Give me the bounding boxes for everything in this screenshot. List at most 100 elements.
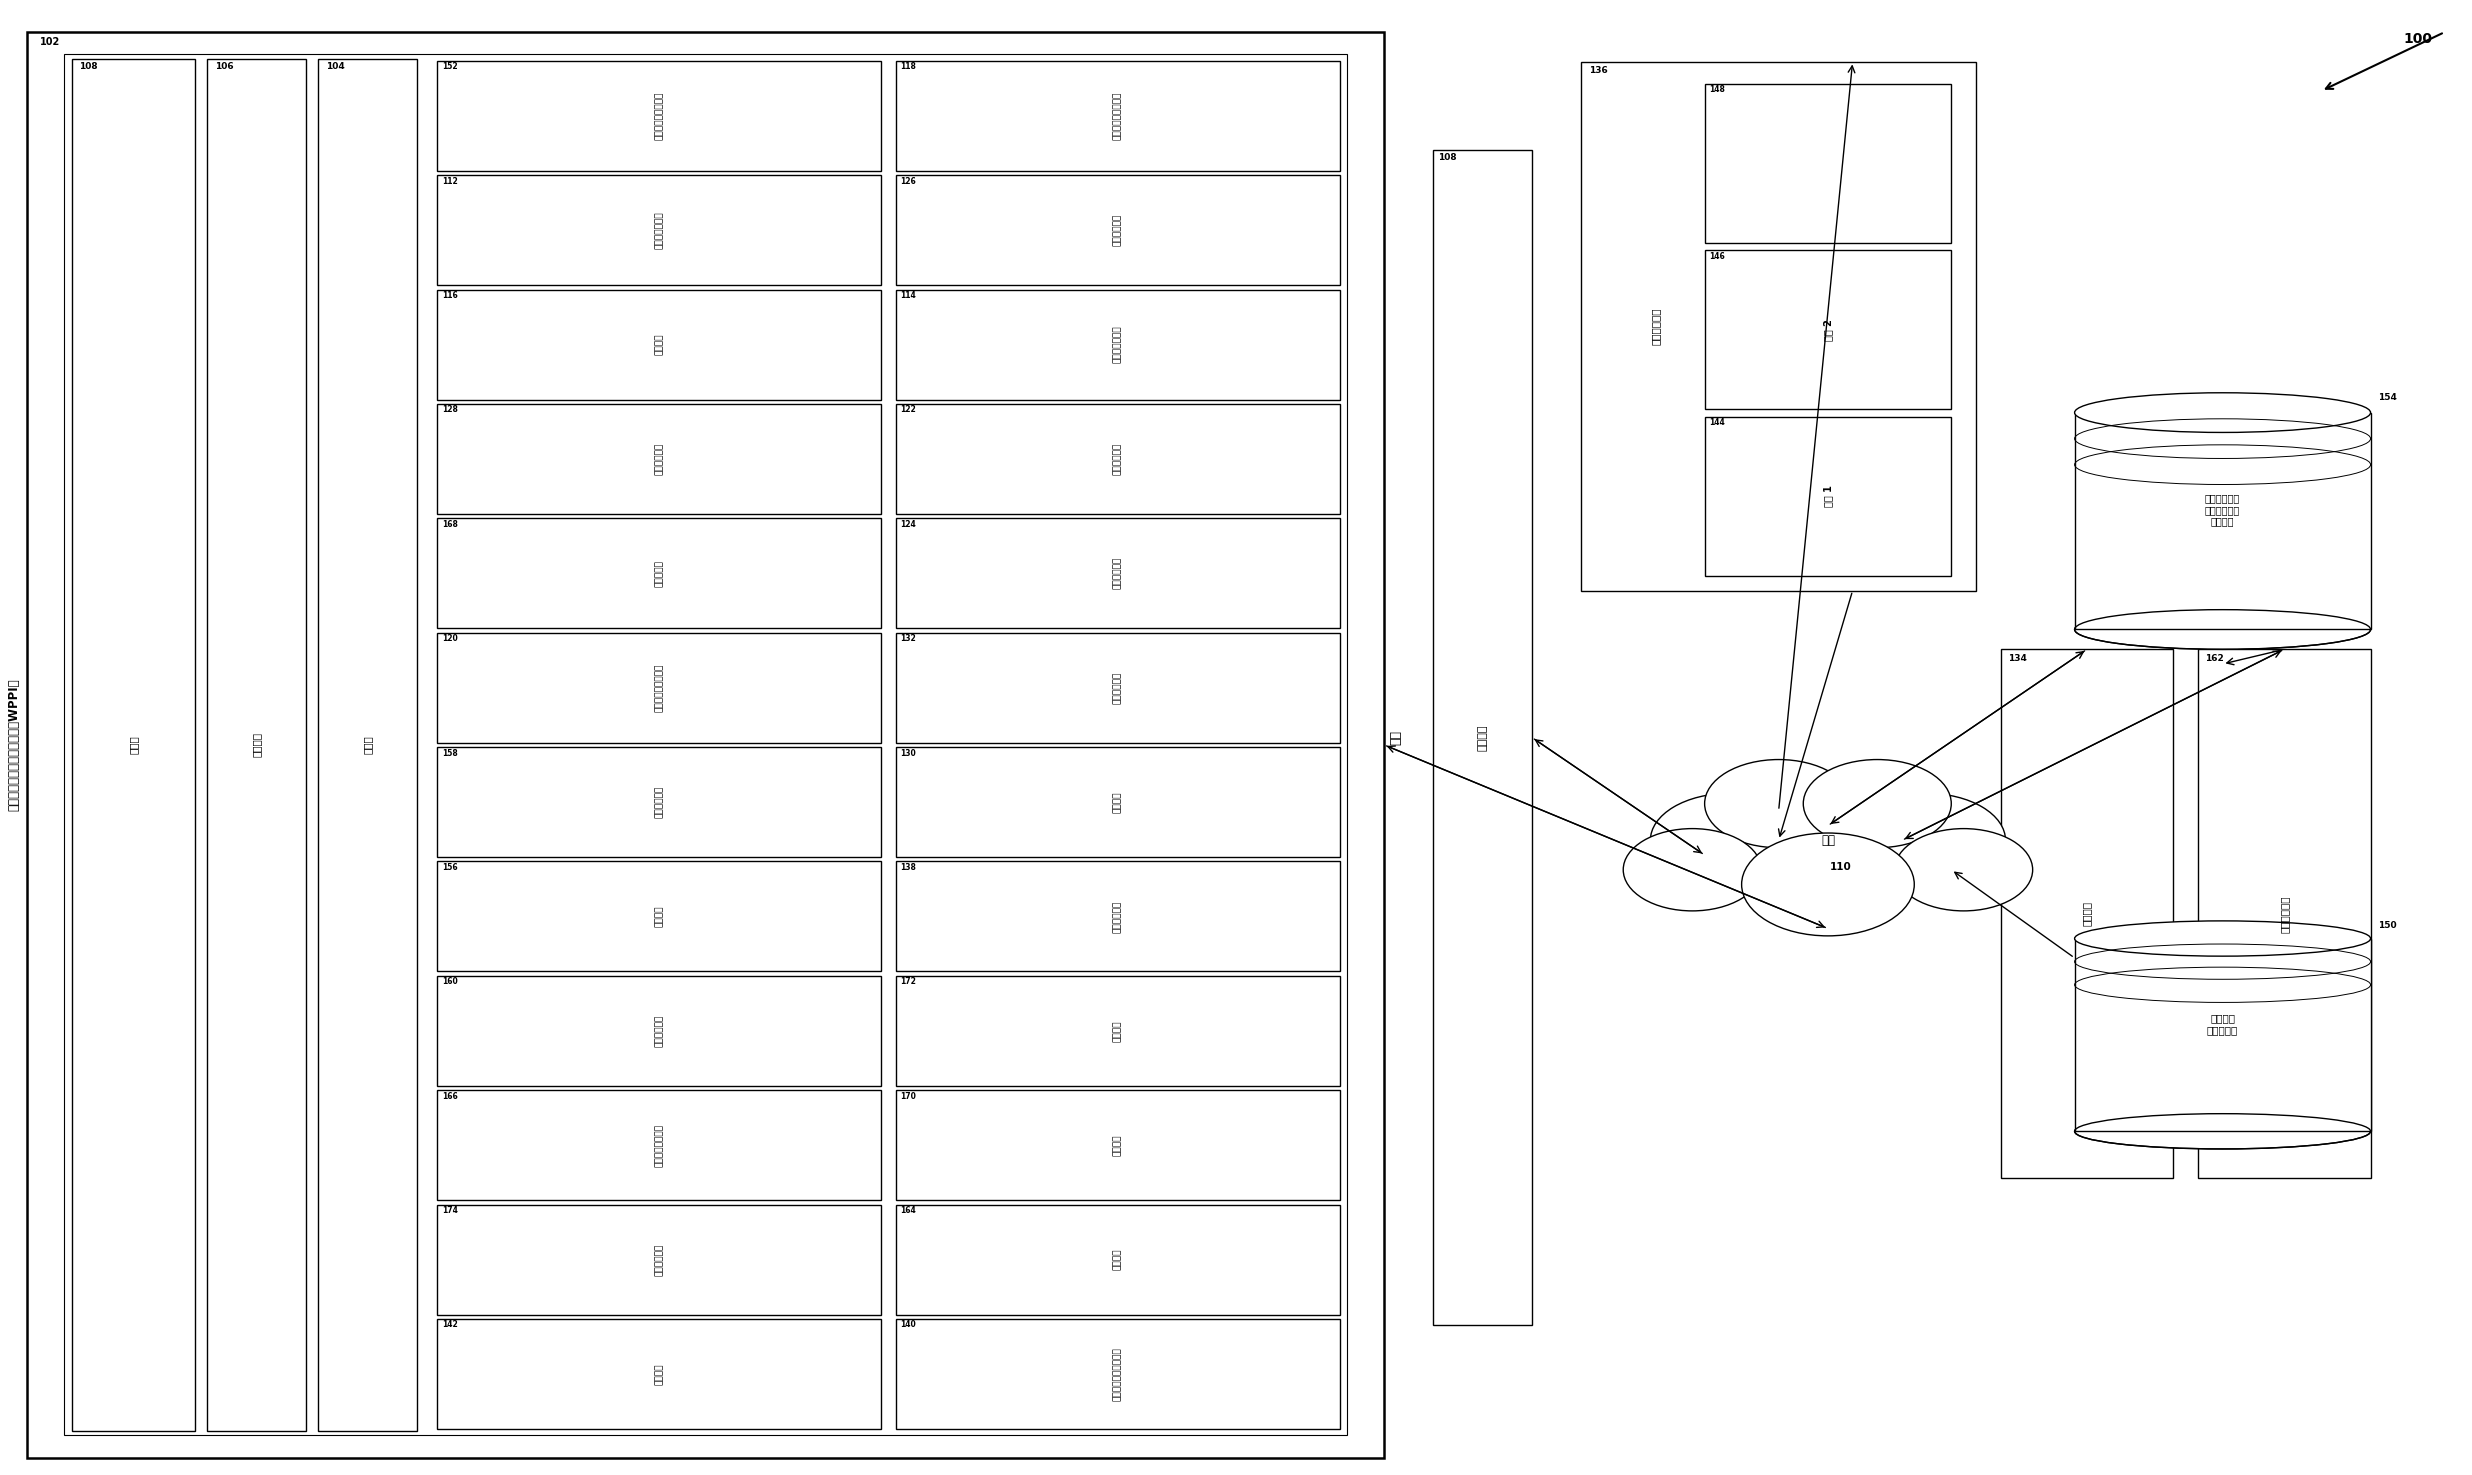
FancyBboxPatch shape: [438, 60, 880, 171]
Text: 合并策略: 合并策略: [1112, 791, 1122, 813]
Text: 通信接口: 通信接口: [252, 733, 262, 757]
Text: 168: 168: [442, 519, 457, 528]
Ellipse shape: [2074, 920, 2371, 956]
Text: 138: 138: [900, 863, 917, 872]
FancyBboxPatch shape: [438, 861, 880, 972]
Circle shape: [1894, 829, 2032, 912]
Text: 虚拟机到物理主机分配: 虚拟机到物理主机分配: [1112, 1347, 1122, 1401]
Circle shape: [1651, 794, 1807, 888]
FancyBboxPatch shape: [1582, 62, 1975, 590]
Text: 132: 132: [900, 634, 917, 643]
Text: 性能干扰: 性能干扰: [1112, 1249, 1122, 1270]
Text: 128: 128: [442, 406, 457, 414]
Text: 存储器: 存储器: [129, 736, 138, 754]
FancyBboxPatch shape: [72, 59, 195, 1431]
Text: 云提供方: 云提供方: [2081, 901, 2091, 926]
Circle shape: [1706, 760, 1852, 848]
Text: 影响矩阵: 影响矩阵: [655, 333, 662, 355]
FancyBboxPatch shape: [208, 59, 307, 1431]
Text: 资源竞争: 资源竞争: [1112, 1134, 1122, 1156]
Ellipse shape: [2074, 609, 2371, 649]
Text: 基础设施
资源储存器: 基础设施 资源储存器: [2207, 1013, 2237, 1035]
Text: 152: 152: [442, 62, 457, 71]
Text: 126: 126: [900, 177, 917, 186]
Text: 170: 170: [900, 1092, 917, 1100]
Text: 118: 118: [900, 62, 917, 71]
Bar: [2074, 938, 2371, 1131]
FancyBboxPatch shape: [2000, 649, 2173, 1179]
FancyBboxPatch shape: [895, 1319, 1340, 1429]
FancyBboxPatch shape: [438, 176, 880, 285]
Bar: [2074, 413, 2371, 630]
Text: 合并算法: 合并算法: [1112, 1021, 1122, 1041]
Text: 134: 134: [2007, 653, 2027, 662]
FancyBboxPatch shape: [438, 746, 880, 857]
FancyBboxPatch shape: [1434, 150, 1533, 1325]
Text: 108: 108: [79, 62, 99, 71]
Text: 工作负载策略: 工作负载策略: [1112, 671, 1122, 704]
FancyBboxPatch shape: [895, 1090, 1340, 1201]
Circle shape: [1743, 833, 1913, 935]
Ellipse shape: [2074, 392, 2371, 432]
Text: 资源估算规则: 资源估算规则: [1112, 442, 1122, 475]
Text: 分配量信区间: 分配量信区间: [655, 1243, 662, 1276]
Text: 识别的工作负载: 识别的工作负载: [655, 211, 662, 249]
FancyBboxPatch shape: [2198, 649, 2371, 1179]
Text: 扩大因子: 扩大因子: [655, 906, 662, 928]
Text: 160: 160: [442, 978, 457, 987]
Text: 102: 102: [40, 37, 59, 47]
FancyBboxPatch shape: [438, 1090, 880, 1201]
FancyBboxPatch shape: [895, 633, 1340, 742]
Text: 114: 114: [900, 291, 917, 299]
FancyBboxPatch shape: [1706, 84, 1950, 243]
Text: 148: 148: [1711, 86, 1725, 94]
Text: 146: 146: [1711, 252, 1725, 261]
Text: 网络: 网络: [1822, 833, 1834, 847]
Circle shape: [1802, 760, 1950, 848]
Text: 处理器: 处理器: [363, 736, 373, 754]
Text: 100: 100: [2403, 32, 2432, 46]
Text: 资源利用度: 资源利用度: [655, 560, 662, 587]
Text: 150: 150: [2378, 920, 2395, 929]
FancyBboxPatch shape: [27, 32, 1384, 1457]
FancyBboxPatch shape: [438, 404, 880, 513]
FancyBboxPatch shape: [438, 1319, 880, 1429]
Text: 云提供方资源: 云提供方资源: [655, 1015, 662, 1047]
Text: 云消费者: 云消费者: [1478, 724, 1488, 751]
Text: 136: 136: [1589, 66, 1607, 75]
Text: 158: 158: [442, 748, 457, 758]
Text: 服务质量保证: 服务质量保证: [1112, 214, 1122, 246]
FancyBboxPatch shape: [895, 976, 1340, 1086]
Text: 工作负载分析器和性能干扰（WPPI）: 工作负载分析器和性能干扰（WPPI）: [7, 678, 20, 811]
Text: 104: 104: [326, 62, 344, 71]
FancyBboxPatch shape: [438, 633, 880, 742]
Text: 156: 156: [442, 863, 457, 872]
Text: 工作负载优先级排序: 工作负载优先级排序: [655, 91, 662, 140]
Text: 120: 120: [442, 634, 457, 643]
FancyBboxPatch shape: [895, 518, 1340, 628]
FancyBboxPatch shape: [438, 289, 880, 400]
FancyBboxPatch shape: [895, 404, 1340, 513]
Text: 用户: 用户: [1389, 730, 1402, 745]
Text: 162: 162: [2205, 653, 2225, 662]
Text: 112: 112: [442, 177, 457, 186]
FancyBboxPatch shape: [64, 55, 1347, 1435]
Ellipse shape: [2074, 1114, 2371, 1149]
Text: 174: 174: [442, 1207, 457, 1215]
FancyBboxPatch shape: [438, 1205, 880, 1314]
FancyBboxPatch shape: [895, 60, 1340, 171]
FancyBboxPatch shape: [895, 176, 1340, 285]
Text: 资源简档向量: 资源简档向量: [655, 786, 662, 819]
Text: 166: 166: [442, 1092, 457, 1100]
Text: 资源使用简档估计: 资源使用简档估计: [655, 1124, 662, 1167]
Text: 识别的计算的
工作负载简档
使用简档: 识别的计算的 工作负载简档 使用简档: [2205, 493, 2240, 527]
Circle shape: [1624, 829, 1763, 912]
Text: 资源质量分析器: 资源质量分析器: [1112, 326, 1122, 363]
FancyBboxPatch shape: [1706, 251, 1950, 410]
FancyBboxPatch shape: [895, 746, 1340, 857]
Text: 172: 172: [900, 978, 917, 987]
Text: 164: 164: [900, 1207, 917, 1215]
Text: 130: 130: [900, 748, 917, 758]
Text: 资源 1: 资源 1: [1822, 485, 1832, 507]
Text: 110: 110: [1829, 863, 1852, 872]
